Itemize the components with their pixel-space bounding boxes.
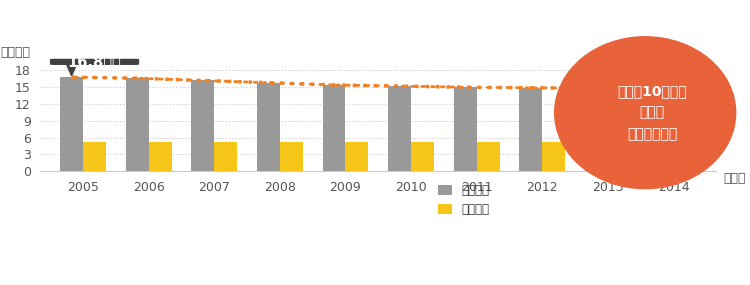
Bar	[280, 142, 303, 171]
Bar	[454, 87, 477, 171]
Bar	[411, 142, 434, 171]
Text: 14.8万円: 14.8万円	[592, 67, 646, 82]
Bar	[346, 142, 368, 171]
Bar	[322, 85, 346, 171]
Text: （年）: （年）	[723, 172, 746, 185]
Legend: 厂生年金, 国民年金: 厂生年金, 国民年金	[433, 179, 494, 221]
FancyBboxPatch shape	[50, 59, 140, 65]
Bar	[60, 77, 83, 171]
Bar	[214, 142, 237, 171]
Bar	[388, 86, 411, 171]
Ellipse shape	[554, 36, 736, 189]
Bar	[148, 142, 172, 171]
Text: 過去絀10年間で
年金は
減少傾向に！: 過去絀10年間で 年金は 減少傾向に！	[617, 84, 687, 141]
Bar	[650, 88, 674, 171]
Bar	[191, 80, 214, 171]
Bar	[542, 142, 566, 171]
Bar	[257, 83, 280, 171]
Bar	[519, 88, 542, 171]
FancyBboxPatch shape	[574, 71, 664, 77]
Text: 16.8万円: 16.8万円	[68, 54, 122, 69]
Bar	[477, 142, 500, 171]
Bar	[83, 142, 106, 171]
Polygon shape	[592, 77, 602, 87]
Polygon shape	[67, 64, 76, 76]
Bar	[674, 142, 697, 171]
Bar	[608, 142, 631, 171]
Text: （万円）: （万円）	[0, 46, 30, 60]
Bar	[126, 78, 148, 171]
Bar	[585, 88, 608, 171]
